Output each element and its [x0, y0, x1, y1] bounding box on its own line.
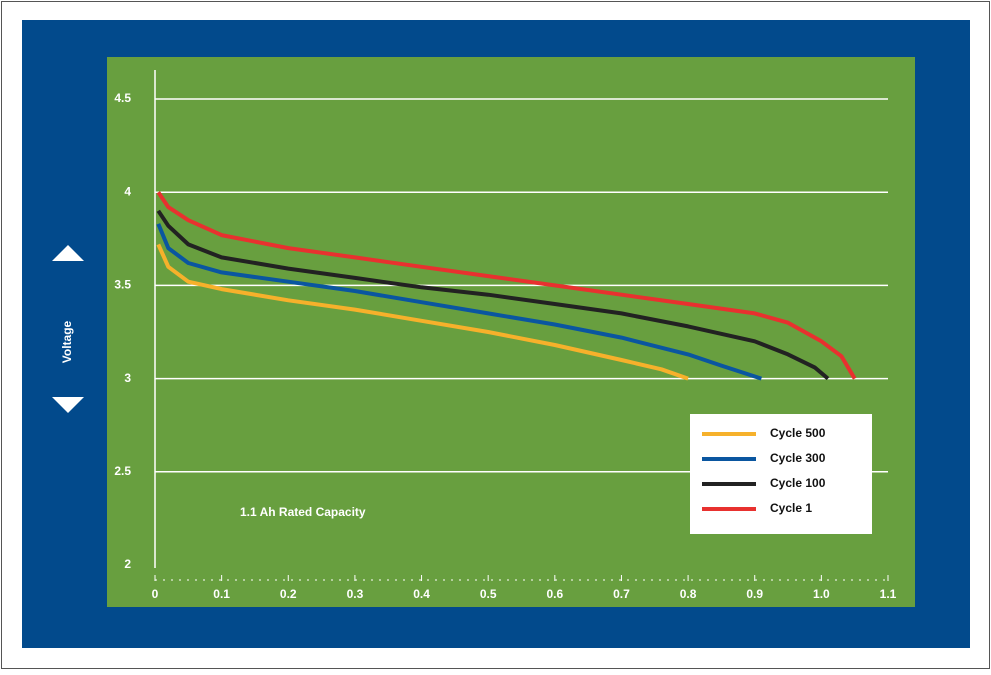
x-tick-label: 0.2 — [280, 587, 297, 601]
series-line — [156, 223, 763, 381]
y-tick-label: 4.5 — [114, 91, 131, 105]
x-tick-label: 0.1 — [213, 587, 230, 601]
x-tick-label: 0.6 — [546, 587, 563, 601]
legend-label: Cycle 1 — [770, 501, 812, 515]
y-tick-label: 2.5 — [114, 464, 131, 478]
legend-label: Cycle 100 — [770, 476, 826, 490]
series-line — [156, 191, 857, 380]
y-axis-label: Voltage — [60, 320, 74, 363]
annotation: 1.1 Ah Rated Capacity — [240, 505, 366, 519]
x-tick-label: 0.3 — [347, 587, 364, 601]
x-tick-label: 0.7 — [613, 587, 630, 601]
y-tick-label: 4 — [124, 184, 131, 198]
x-tick-label: 0.4 — [413, 587, 430, 601]
x-tick-label: 1.0 — [813, 587, 830, 601]
series-line — [156, 209, 830, 381]
x-tick-label: 1.1 — [880, 587, 897, 601]
x-tick-label: 0.8 — [680, 587, 697, 601]
legend-label: Cycle 500 — [770, 426, 826, 440]
down-arrow — [52, 397, 84, 413]
x-tick-label: 0.9 — [746, 587, 763, 601]
series-line — [156, 243, 689, 381]
y-tick-label: 3 — [124, 371, 131, 385]
legend-label: Cycle 300 — [770, 451, 826, 465]
x-tick-label: 0 — [152, 587, 159, 601]
up-arrow — [52, 245, 84, 261]
x-tick-label: 0.5 — [480, 587, 497, 601]
y-tick-label: 3.5 — [114, 278, 131, 292]
y-tick-label: 2 — [124, 557, 131, 571]
